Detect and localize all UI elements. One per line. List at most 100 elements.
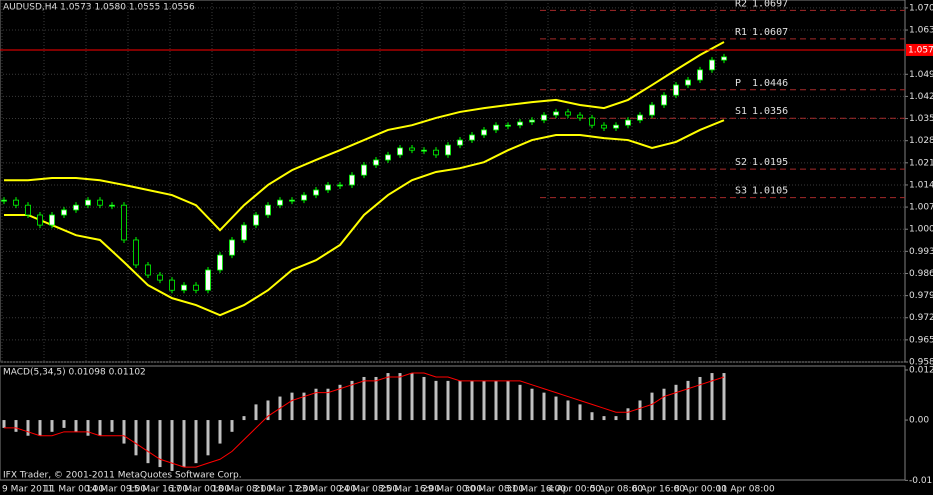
y-tick-label: 0.01278 bbox=[909, 365, 933, 375]
macd-bar bbox=[86, 420, 90, 436]
candle-body bbox=[61, 209, 67, 216]
candle-body bbox=[157, 274, 163, 281]
pivot-value: 1.0356 bbox=[752, 106, 788, 117]
candle-body bbox=[97, 199, 103, 206]
macd-bar bbox=[494, 380, 498, 421]
candle-body bbox=[25, 204, 31, 216]
macd-bar bbox=[434, 380, 438, 421]
macd-bar bbox=[266, 400, 270, 421]
time-label: 23 Mar 00:00 bbox=[296, 485, 356, 495]
candle-body bbox=[577, 114, 583, 119]
pivot-name: S1 bbox=[735, 106, 747, 117]
time-label: 18 Mar 08:00 bbox=[212, 485, 272, 495]
macd-bar bbox=[74, 420, 78, 432]
y-tick-label: 1.0355 bbox=[909, 114, 933, 124]
time-label: 29 Mar 00:00 bbox=[422, 485, 482, 495]
candle-body bbox=[289, 199, 295, 202]
pivot-value: 1.0105 bbox=[752, 186, 788, 197]
time-label: 11 Apr 08:00 bbox=[716, 485, 775, 495]
candle-body bbox=[493, 124, 499, 131]
macd-bar bbox=[590, 412, 594, 421]
y-tick-label: -0.0154 bbox=[909, 476, 933, 486]
time-label: 6 Apr 16:00 bbox=[632, 485, 685, 495]
macd-bar bbox=[194, 420, 198, 464]
pivot-name: R1 bbox=[735, 27, 747, 38]
time-label: 15 Mar 16:00 bbox=[128, 485, 188, 495]
candle-body bbox=[505, 124, 511, 127]
macd-bar bbox=[326, 388, 330, 421]
header: AUDUSD,H4 1.0573 1.0580 1.0555 1.0556 bbox=[3, 3, 195, 13]
pivot-value: 1.0607 bbox=[752, 27, 788, 38]
macd-bar bbox=[110, 420, 114, 432]
candle-body bbox=[601, 124, 607, 129]
candle-body bbox=[145, 264, 151, 276]
candle-body bbox=[277, 199, 283, 206]
macd-bar bbox=[350, 380, 354, 421]
candle-body bbox=[589, 117, 595, 126]
macd-bar bbox=[650, 392, 654, 421]
macd-bar bbox=[38, 420, 42, 436]
macd-bar bbox=[482, 380, 486, 421]
macd-bar bbox=[182, 420, 186, 468]
y-tick-label: 1.0635 bbox=[909, 26, 933, 36]
pivot-value: 1.0446 bbox=[752, 78, 788, 89]
macd-bar bbox=[242, 416, 246, 421]
y-tick-label: 1.0075 bbox=[909, 203, 933, 213]
y-tick-label: 0.9585 bbox=[909, 358, 933, 368]
candle-body bbox=[721, 56, 727, 61]
macd-bar bbox=[578, 404, 582, 421]
y-tick-label: 0.9935 bbox=[909, 247, 933, 257]
candle-body bbox=[1, 199, 7, 202]
macd-bar bbox=[566, 400, 570, 421]
y-tick-label: 1.0705 bbox=[909, 3, 933, 13]
macd-bar bbox=[146, 420, 150, 464]
macd-bar bbox=[134, 420, 138, 456]
candle-body bbox=[361, 164, 367, 176]
macd-bar bbox=[50, 420, 54, 432]
time-label: 14 Mar 09:00 bbox=[86, 485, 146, 495]
candle-body bbox=[241, 224, 247, 241]
candle-body bbox=[409, 147, 415, 151]
candle-body bbox=[433, 149, 439, 156]
main-panel bbox=[0, 0, 906, 363]
candle-body bbox=[517, 121, 523, 126]
candle-body bbox=[253, 214, 259, 226]
time-label: 17 Mar 00:00 bbox=[170, 485, 230, 495]
time-label: 11 Mar 00:00 bbox=[44, 485, 104, 495]
y-tick-label: 0.9725 bbox=[909, 313, 933, 323]
macd-bar bbox=[218, 420, 222, 444]
macd-bar bbox=[206, 420, 210, 456]
candle-body bbox=[37, 214, 43, 226]
bollinger-lower bbox=[4, 119, 725, 317]
y-tick-label: 0.00 bbox=[909, 416, 929, 426]
time-label: 4 Apr 00:00 bbox=[548, 485, 601, 495]
time-label: 5 Apr 08:00 bbox=[590, 485, 643, 495]
macd-bar bbox=[338, 384, 342, 421]
pivot-name: S3 bbox=[735, 186, 747, 197]
macd-bar bbox=[398, 373, 402, 421]
macd-bar bbox=[98, 420, 102, 436]
macd-bar bbox=[446, 380, 450, 421]
candle-body bbox=[397, 147, 403, 156]
macd-bar bbox=[410, 373, 414, 421]
candle-body bbox=[529, 119, 535, 123]
macd-bar bbox=[170, 420, 174, 471]
macd-bar bbox=[614, 416, 618, 421]
macd-bar bbox=[14, 420, 18, 432]
candle-body bbox=[313, 189, 319, 196]
macd-bar bbox=[626, 408, 630, 421]
candle-body bbox=[613, 124, 619, 129]
macd-bar bbox=[686, 380, 690, 421]
macd-bar bbox=[458, 380, 462, 421]
y-tick-label: 1.0425 bbox=[909, 92, 933, 102]
macd-bar bbox=[26, 420, 30, 436]
y-tick-label: 0.9865 bbox=[909, 269, 933, 279]
macd-bar bbox=[302, 392, 306, 421]
candle-body bbox=[13, 199, 19, 206]
footer: IFX Trader, © 2001-2011 MetaQuotes Softw… bbox=[3, 471, 242, 481]
y-tick-label: 0.9795 bbox=[909, 291, 933, 301]
price-tag-label: 1.0572 bbox=[908, 45, 933, 55]
candle-body bbox=[169, 279, 175, 291]
macd-bar bbox=[638, 400, 642, 421]
candle-body bbox=[469, 134, 475, 141]
